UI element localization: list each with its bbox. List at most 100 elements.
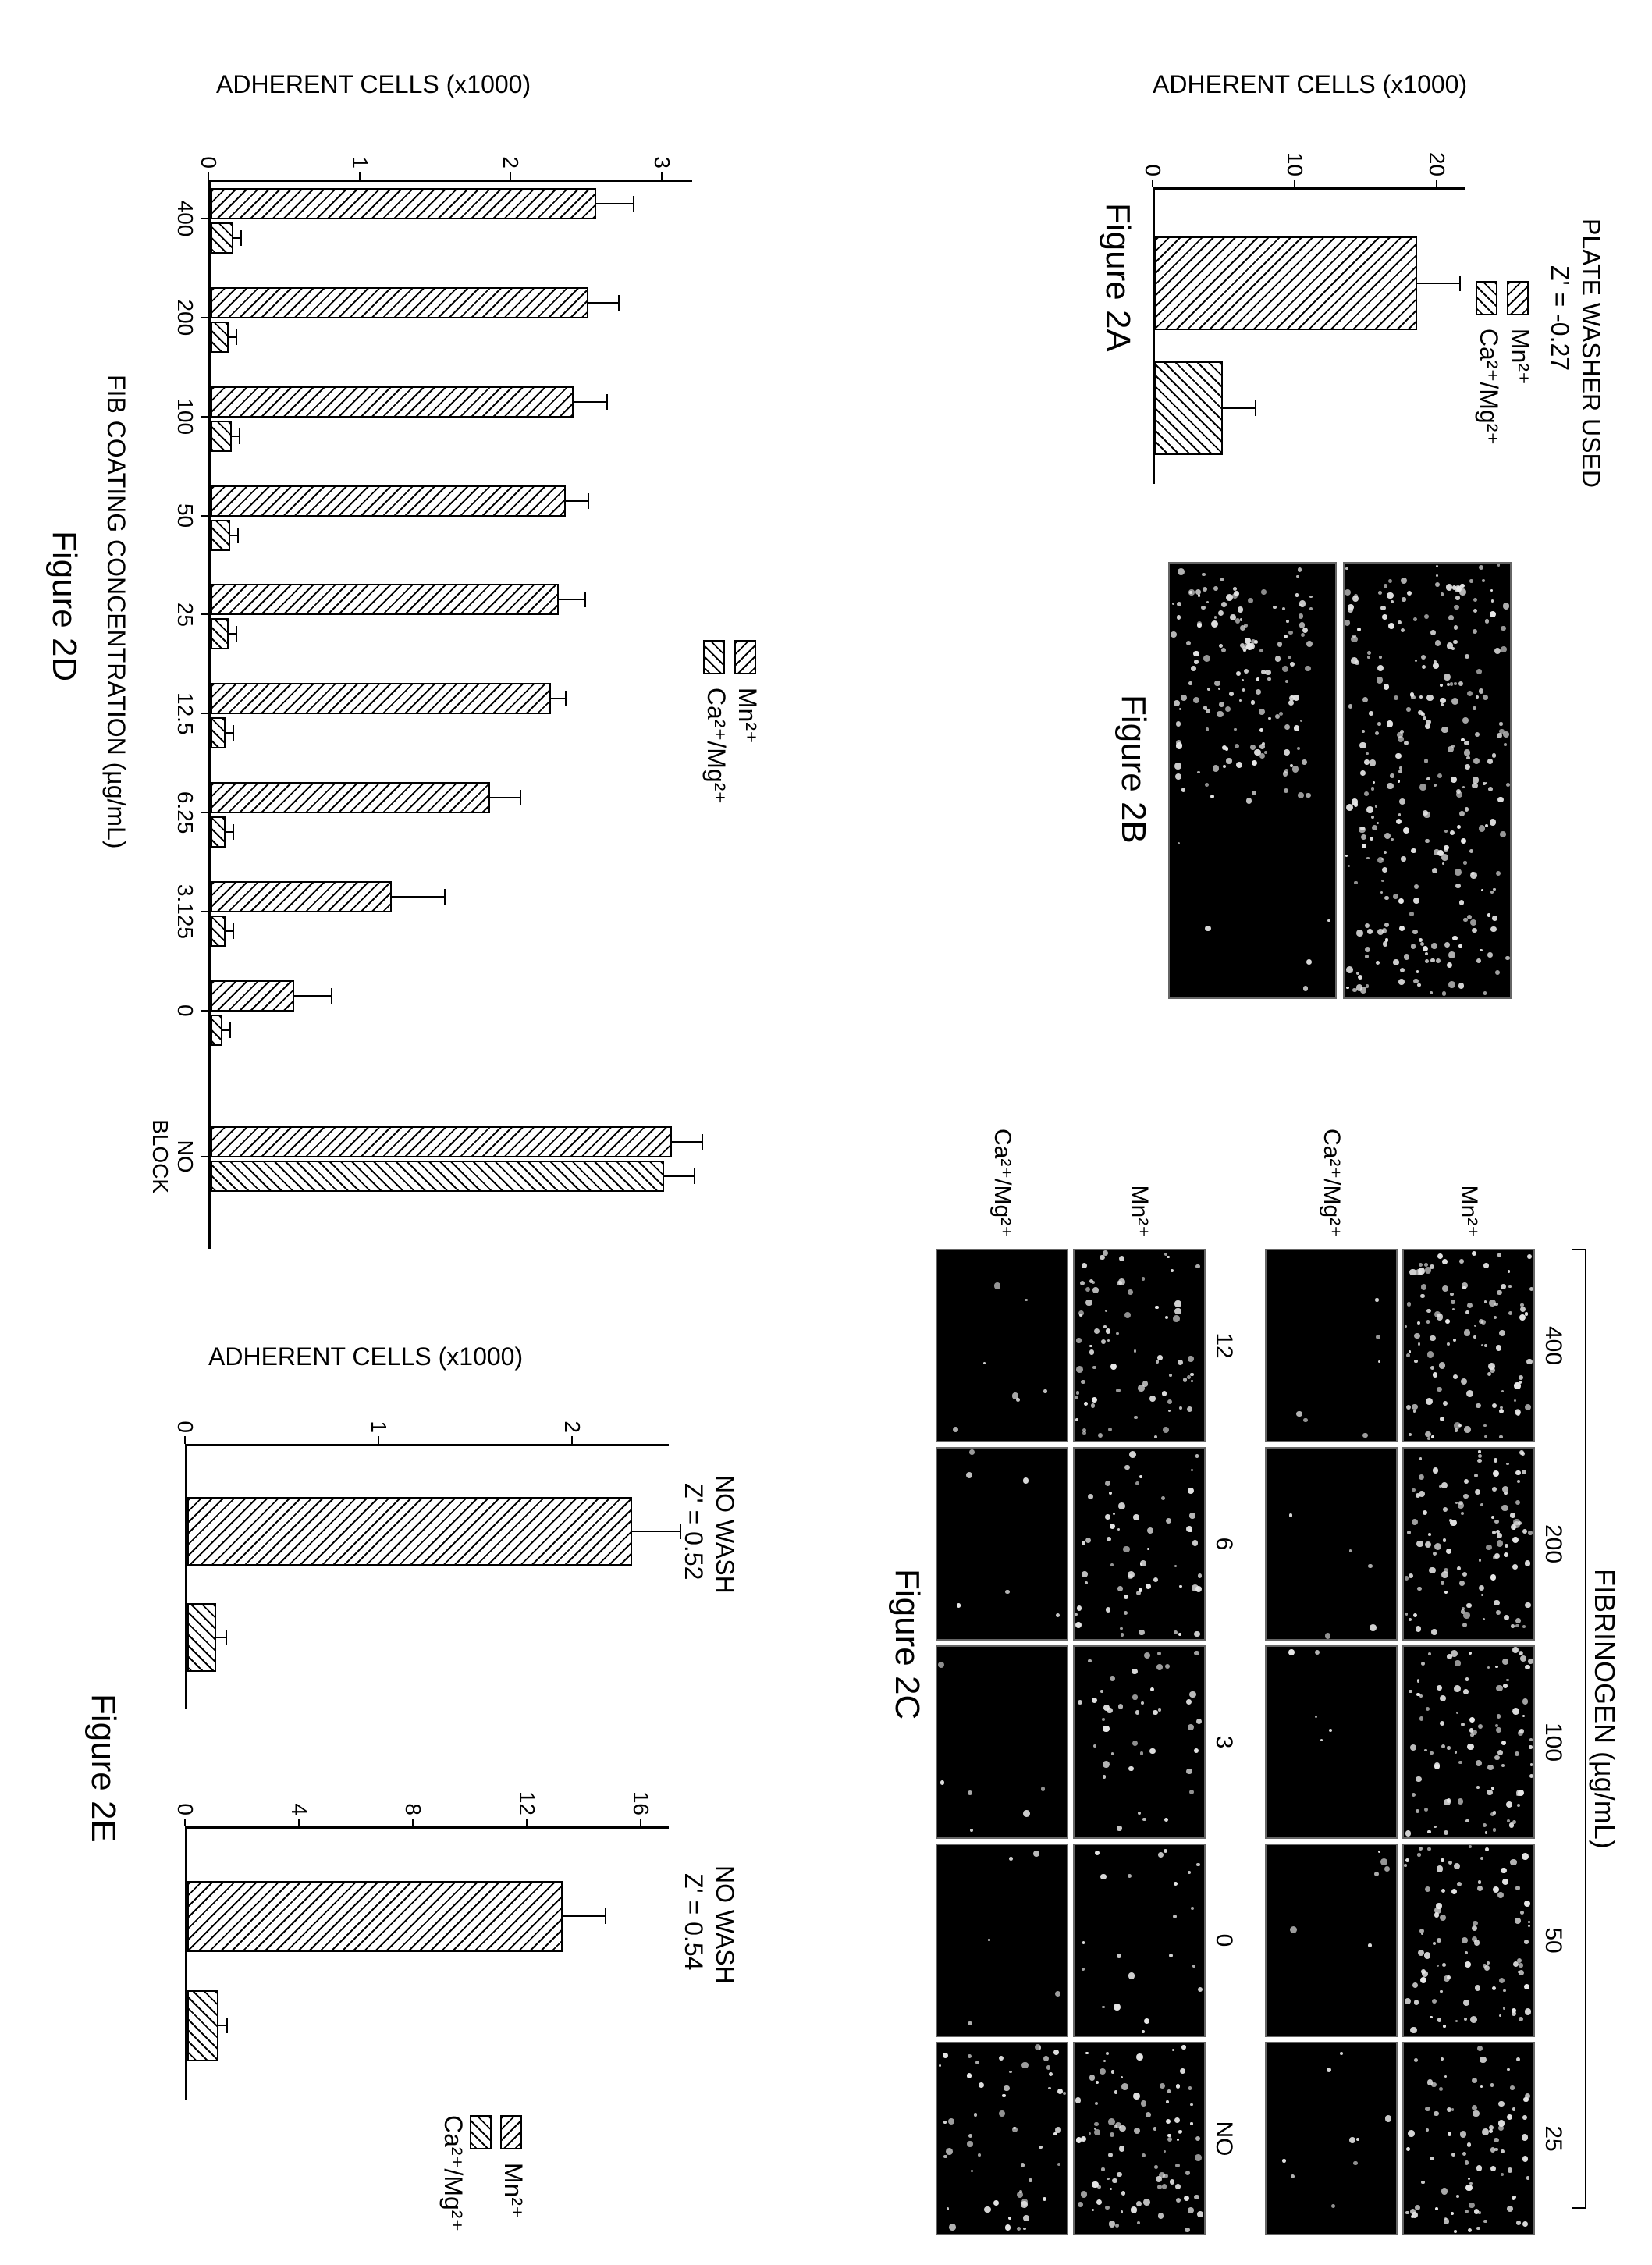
bar-d-mn-6: [211, 782, 490, 813]
cell-dot: [1473, 2110, 1480, 2117]
cell-dot: [1430, 630, 1436, 635]
cell-dot: [1082, 1941, 1085, 1943]
cell-dot: [1128, 1574, 1132, 1579]
error-cap: [226, 1630, 227, 1645]
cell-dot: [1184, 2196, 1189, 2201]
cell-dot: [1451, 647, 1455, 650]
cell-dot: [1478, 1450, 1480, 1453]
cell-dot: [1501, 1868, 1506, 1873]
cell-dot: [1508, 1270, 1510, 1272]
cell-dot: [1451, 2108, 1454, 2110]
cell-dot: [1092, 1698, 1097, 1703]
cell-dot: [1431, 2082, 1437, 2088]
x-tick-label: 100: [172, 386, 197, 448]
cell-dot: [1413, 617, 1417, 621]
cell-dot: [939, 2064, 941, 2067]
cell-dot: [1288, 1649, 1295, 1655]
cell-dot: [1094, 2122, 1099, 2127]
cell-dot: [1499, 1435, 1502, 1438]
cell-dot: [1093, 1744, 1096, 1748]
cell-dot: [1361, 834, 1366, 840]
cell-dot: [1023, 1810, 1030, 1817]
cell-dot: [1451, 745, 1455, 748]
cell-dot: [1188, 1724, 1194, 1730]
legend-label-camg-d: Ca²⁺/Mg²⁺: [702, 688, 730, 804]
cell-dot: [1525, 1665, 1530, 1670]
cell-dot: [1360, 827, 1365, 831]
cell-dot: [1469, 849, 1473, 853]
cell-dot: [1153, 2127, 1157, 2131]
cell-dot: [1434, 2111, 1439, 2117]
error-bar: [664, 1175, 695, 1177]
cell-dot: [1519, 1381, 1522, 1384]
cell-dot: [1085, 1538, 1092, 1544]
error-bar: [588, 302, 619, 304]
cell-dot: [1021, 2201, 1028, 2208]
cell-dot: [1294, 725, 1300, 731]
cell-dot: [1421, 655, 1426, 660]
cell-dot: [1305, 666, 1311, 672]
cell-dot: [968, 1790, 972, 1795]
cell-dot: [1193, 651, 1199, 657]
cell-dot: [966, 1472, 972, 1478]
cell-dot: [1157, 1652, 1161, 1655]
cell-dot: [1484, 1965, 1490, 1971]
cell-dot: [1246, 798, 1252, 804]
cell-dot: [1416, 1776, 1422, 1783]
cell-dot: [1530, 1763, 1533, 1765]
cell-dot: [1164, 2150, 1166, 2153]
cell-dot: [1497, 1892, 1504, 1898]
cell-dot: [1180, 1406, 1183, 1410]
cell-dot: [1075, 2097, 1082, 2103]
y-tick: [298, 1819, 300, 1826]
micro-c-1-mn-2: [1073, 1645, 1206, 1839]
cell-dot: [1499, 722, 1503, 726]
cell-dot: [968, 2054, 972, 2058]
cell-dot: [1377, 665, 1384, 671]
cell-dot: [1240, 618, 1242, 620]
cell-dot: [1156, 1360, 1160, 1364]
cell-dot: [1194, 2195, 1199, 2200]
cell-dot: [1482, 579, 1485, 582]
cell-dot: [1121, 1633, 1124, 1637]
cell-dot: [1473, 609, 1478, 613]
cell-dot: [1473, 629, 1477, 634]
cell-dot: [1188, 681, 1192, 684]
cell-dot: [1427, 1830, 1431, 1834]
cell-dot: [1506, 783, 1510, 787]
cell-dot: [1475, 1985, 1480, 1990]
cell-dot: [1415, 2205, 1420, 2210]
cell-dot: [1219, 644, 1223, 648]
cell-dot: [1476, 1786, 1480, 1789]
cell-dot: [1292, 766, 1299, 772]
cell-dot: [1431, 1435, 1434, 1438]
cell-dot: [1425, 952, 1428, 955]
cell-dot: [1501, 1505, 1508, 1512]
cell-dot: [1518, 1730, 1523, 1736]
cell-dot: [1444, 2075, 1447, 2078]
cell-dot: [1503, 1989, 1505, 1992]
cell-dot: [1092, 1366, 1096, 1369]
cell-dot: [1430, 2016, 1433, 2019]
cell-dot: [1466, 1390, 1473, 1397]
cell-dot: [1525, 1560, 1530, 1566]
cell-dot: [1505, 1492, 1508, 1495]
cell-dot: [1081, 1380, 1085, 1385]
cell-dot: [1384, 833, 1391, 839]
cell-dot: [1437, 2018, 1441, 2021]
cell-dot: [1501, 626, 1505, 631]
cell-dot: [1219, 702, 1224, 707]
error-cap: [605, 1908, 606, 1924]
cell-dot: [1473, 598, 1478, 603]
cell-dot: [1129, 1451, 1136, 1458]
cell-dot: [1434, 784, 1437, 787]
cell-dot: [1082, 1428, 1086, 1432]
cell-dot: [1096, 2199, 1102, 2205]
cell-dot: [1478, 1880, 1482, 1884]
cell-dot: [1128, 1874, 1132, 1878]
cell-dot: [1158, 1708, 1161, 1711]
cell-dot: [1149, 1748, 1156, 1755]
cell-dot: [1442, 862, 1444, 865]
cell-dot: [1497, 797, 1503, 802]
y-tick-label: 8: [400, 1772, 425, 1815]
